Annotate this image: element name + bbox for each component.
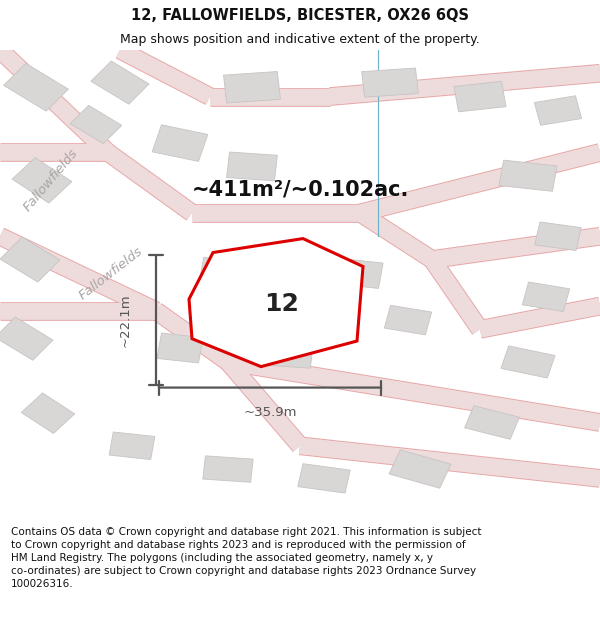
Text: Contains OS data © Crown copyright and database right 2021. This information is : Contains OS data © Crown copyright and d… xyxy=(11,526,481,589)
Polygon shape xyxy=(189,239,363,367)
Bar xyxy=(499,160,557,191)
Text: 12, FALLOWFIELDS, BICESTER, OX26 6QS: 12, FALLOWFIELDS, BICESTER, OX26 6QS xyxy=(131,8,469,22)
Bar xyxy=(70,105,122,144)
Bar xyxy=(464,406,520,439)
Text: ~22.1m: ~22.1m xyxy=(119,293,132,347)
Text: Fallowfields: Fallowfields xyxy=(21,147,81,214)
Bar xyxy=(203,456,253,482)
Bar xyxy=(0,317,53,360)
Bar xyxy=(199,258,245,289)
Bar xyxy=(152,125,208,161)
Bar xyxy=(523,282,569,311)
Bar xyxy=(224,71,280,103)
Bar xyxy=(157,333,203,363)
Text: Map shows position and indicative extent of the property.: Map shows position and indicative extent… xyxy=(120,32,480,46)
Bar xyxy=(12,158,72,203)
Bar xyxy=(0,237,60,282)
Bar xyxy=(227,152,277,181)
Text: Fallowfields: Fallowfields xyxy=(77,244,145,302)
Bar xyxy=(337,259,383,289)
Bar xyxy=(385,305,431,335)
Bar xyxy=(4,63,68,111)
Bar xyxy=(501,346,555,378)
Bar xyxy=(263,337,313,368)
Bar xyxy=(535,222,581,251)
Text: ~35.9m: ~35.9m xyxy=(243,406,297,419)
Text: ~411m²/~0.102ac.: ~411m²/~0.102ac. xyxy=(191,179,409,199)
Bar xyxy=(109,432,155,459)
Bar xyxy=(91,61,149,104)
Bar xyxy=(22,393,74,434)
Bar xyxy=(454,81,506,112)
Bar xyxy=(389,450,451,488)
Text: 12: 12 xyxy=(265,292,299,316)
Bar xyxy=(362,68,418,97)
Bar xyxy=(535,96,581,125)
Bar xyxy=(298,464,350,493)
